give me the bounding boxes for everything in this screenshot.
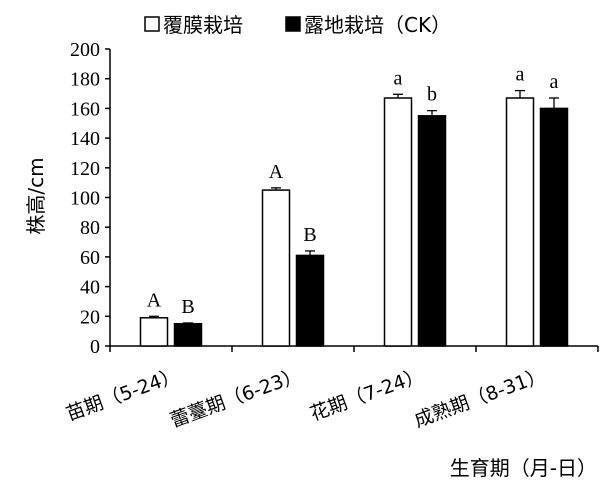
y-tick-label: 40 xyxy=(80,277,100,299)
significance-label: A xyxy=(147,289,162,311)
bar xyxy=(383,97,413,347)
legend: 覆膜栽培 露地栽培（CK） xyxy=(144,13,451,37)
significance-label: B xyxy=(181,296,194,318)
significance-label: b xyxy=(427,84,437,106)
category-labels: 苗期（5-24）蕾薹期（6-23） 花期（7-24）成熟期（8-31） xyxy=(63,364,548,432)
y-tick-label: 200 xyxy=(70,39,100,61)
bar xyxy=(173,322,203,347)
legend-swatch-film xyxy=(144,16,160,32)
y-tick-label: 100 xyxy=(70,188,100,210)
category-label: 花期（7-24） xyxy=(307,364,426,425)
y-tick-label: 80 xyxy=(80,217,100,239)
significance-label: a xyxy=(394,67,403,89)
bar xyxy=(295,254,325,347)
axes: 0 20 40 60 80 100 120 140 160 180 200 xyxy=(70,39,599,358)
legend-label-film: 覆膜栽培 xyxy=(163,13,243,37)
legend-swatch-ck xyxy=(285,16,301,32)
y-tick-label: 20 xyxy=(80,306,100,328)
category-label: 苗期（5-24） xyxy=(63,364,182,425)
significance-label: a xyxy=(550,71,559,93)
bar xyxy=(417,115,447,347)
bar xyxy=(505,97,535,347)
bar xyxy=(261,189,291,347)
y-tick-label: 120 xyxy=(70,158,100,180)
y-tick-label: 140 xyxy=(70,128,100,150)
legend-label-ck: 露地栽培（CK） xyxy=(304,13,451,37)
y-tick-label: 60 xyxy=(80,247,100,269)
bar xyxy=(539,107,569,347)
y-tick-label: 160 xyxy=(70,98,100,120)
significance-label: B xyxy=(303,224,316,246)
y-tick-label: 180 xyxy=(70,69,100,91)
y-axis-label: 株高/cm xyxy=(24,157,48,234)
category-label: 蕾薹期（6-23） xyxy=(167,364,304,432)
x-axis-label: 生育期（月-日） xyxy=(450,456,597,480)
significance-label: A xyxy=(269,161,284,183)
significance-label: a xyxy=(516,64,525,86)
y-tick-label: 0 xyxy=(90,336,100,358)
category-label: 成熟期（8-31） xyxy=(411,364,548,432)
bar xyxy=(139,317,169,347)
